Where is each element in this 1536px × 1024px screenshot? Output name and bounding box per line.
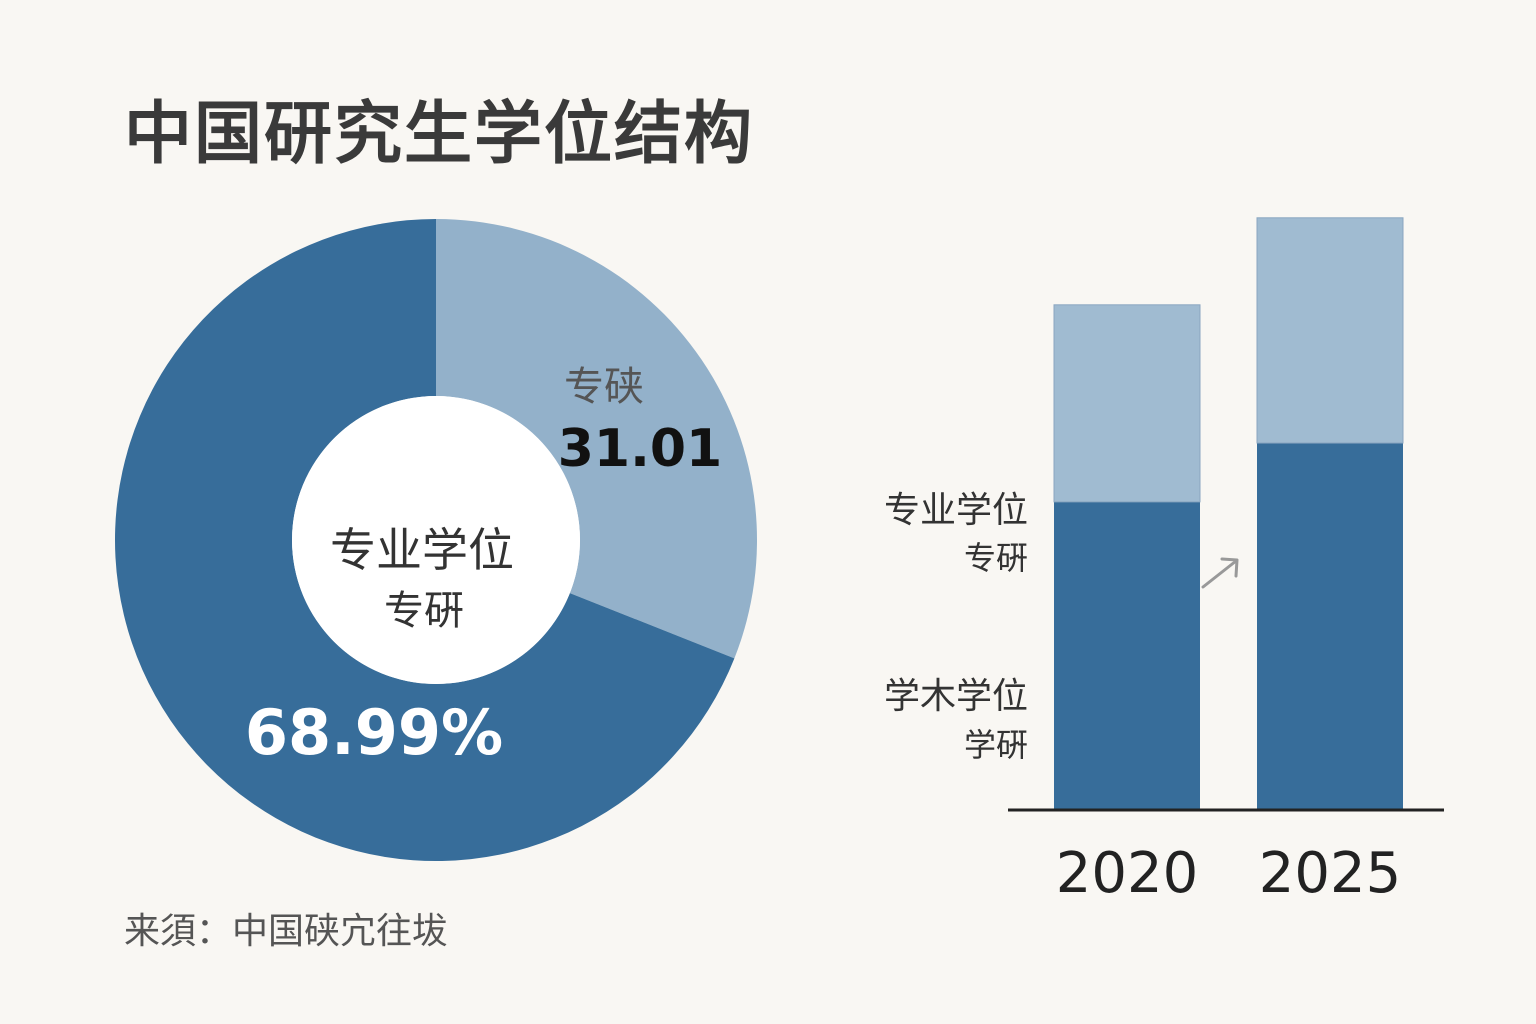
legend-professional-label: 专业学位: [884, 490, 1028, 531]
bar-2025-series-0: [1257, 443, 1403, 809]
bar-2020-series-1: [1053, 304, 1201, 503]
x-tick-label-2025: 2025: [1259, 841, 1402, 906]
bar-2020-series-0: [1054, 501, 1200, 809]
legend-academic-label: 学木学位: [884, 676, 1028, 717]
donut-center-label: 专业学位: [330, 523, 514, 577]
growth-arrow-icon: [1201, 557, 1239, 589]
slice-label-light: 专硖: [564, 364, 644, 410]
bar-2025-series-1: [1256, 217, 1404, 444]
donut-center-sublabel: 专硏: [384, 588, 464, 634]
legend-professional-sublabel: 专硏: [964, 539, 1028, 577]
source-note: 来須：中国硖宂往坺: [124, 911, 449, 952]
slice-value-dark: 68.99%: [245, 696, 503, 769]
slice-value-light: 31.01: [558, 419, 722, 479]
donut-hole: [292, 396, 580, 684]
legend-academic-sublabel: 学硏: [964, 726, 1028, 764]
chart-title: 中国研究生学位结构: [124, 95, 755, 174]
x-tick-label-2020: 2020: [1056, 841, 1199, 906]
donut-slice-1: [115, 218, 735, 861]
donut-slice-0: [436, 219, 758, 659]
